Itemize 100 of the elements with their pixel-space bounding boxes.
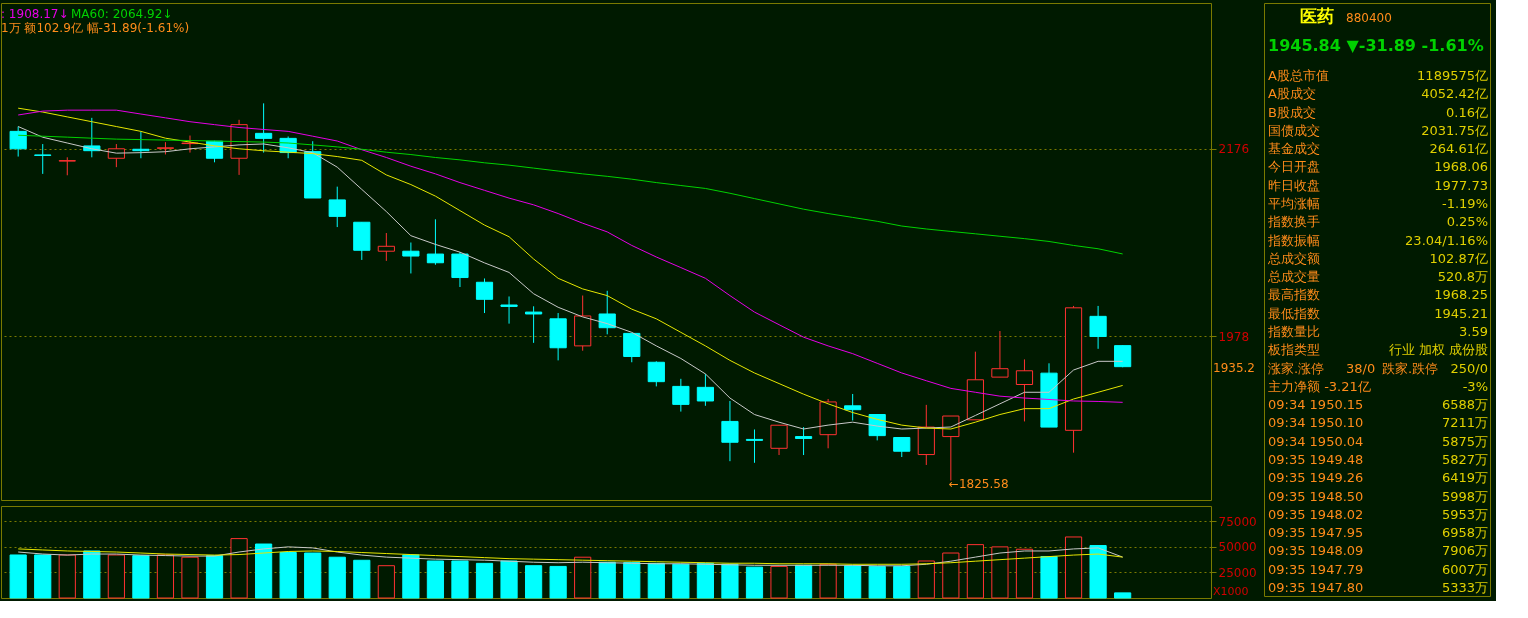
candlestick xyxy=(745,428,764,464)
bar xyxy=(353,559,371,599)
text: 指数量比 3.59 xyxy=(1268,324,1488,339)
text: 今日开盘 1968.06 xyxy=(1268,159,1488,175)
annotation: : 1908.17↓ xyxy=(1,7,69,21)
text: 医药 xyxy=(1300,6,1334,26)
text: 平均涨幅 -1.19% xyxy=(1268,196,1488,211)
bar xyxy=(279,552,297,599)
text: 1945.84 ▼-31.89 -1.61% xyxy=(1268,36,1484,55)
bar xyxy=(844,565,862,599)
candlestick xyxy=(451,251,469,288)
bar xyxy=(721,563,739,599)
text: A股成交 4052.42亿 xyxy=(1268,86,1488,102)
text: 09:35 1947.79 6007万 xyxy=(1268,561,1488,577)
text: 总成交量 520.8万 xyxy=(1268,269,1488,285)
bar xyxy=(696,562,714,599)
text: 最高指数 1968.25 xyxy=(1268,287,1488,303)
y-tick-label: 50000 xyxy=(1218,540,1257,555)
text: 09:35 1949.26 6419万 xyxy=(1268,470,1488,486)
bar xyxy=(623,562,641,599)
bar xyxy=(525,565,543,599)
text: 指数换手 0.25% xyxy=(1268,214,1488,230)
y-tick-label: 1978 xyxy=(1218,329,1250,344)
candlestick xyxy=(794,426,813,456)
candlestick xyxy=(181,135,199,154)
text: 09:34 1950.15 6588万 xyxy=(1268,397,1488,413)
text: 09:35 1948.50 5998万 xyxy=(1268,488,1488,504)
bar xyxy=(1089,545,1107,599)
y-tick-label: 75000 xyxy=(1218,514,1257,529)
text: 昨日收盘 1977.73 xyxy=(1268,177,1488,193)
bar xyxy=(549,565,567,599)
y-tick-label: 2176 xyxy=(1218,142,1250,157)
bar xyxy=(205,555,224,599)
bar xyxy=(255,543,273,599)
candlestick xyxy=(647,360,665,387)
text: 国债成交 2031.75亿 xyxy=(1268,122,1488,138)
bar xyxy=(1114,592,1132,599)
bar xyxy=(402,554,420,599)
candlestick xyxy=(770,424,788,456)
candlestick xyxy=(475,277,494,314)
text: 880400 xyxy=(1346,11,1392,25)
bar xyxy=(83,550,101,599)
text: 09:34 1950.04 5875万 xyxy=(1268,433,1488,449)
candlestick xyxy=(991,330,1009,378)
candlestick xyxy=(255,102,273,154)
text: 总成交额 102.87亿 xyxy=(1268,250,1488,266)
candlestick xyxy=(721,400,739,462)
bar xyxy=(745,566,764,599)
bar xyxy=(500,560,518,599)
text: 09:35 1949.48 5827万 xyxy=(1268,452,1488,467)
candlestick xyxy=(893,437,911,458)
candlestick xyxy=(402,242,420,274)
candlestick xyxy=(525,305,543,344)
bar xyxy=(598,561,616,599)
candlestick xyxy=(9,126,27,158)
candlestick xyxy=(598,290,616,335)
text: 09:35 1948.02 5953万 xyxy=(1268,506,1488,522)
text: 涨家.涨停 38/0 跌家.跌停 250/0 xyxy=(1268,360,1488,376)
bar xyxy=(451,560,469,599)
text: 09:35 1948.09 7906万 xyxy=(1268,543,1488,559)
candlestick xyxy=(623,332,641,363)
candlestick xyxy=(500,295,518,325)
candlestick xyxy=(34,143,52,175)
annotation: MA60: 2064.92↓ xyxy=(71,7,173,21)
candlestick xyxy=(328,186,346,228)
annotation: ←1825.58 xyxy=(948,476,1009,491)
candlestick xyxy=(1089,305,1107,350)
text: A股总市值 1189575亿 xyxy=(1268,68,1488,83)
bar xyxy=(328,556,346,599)
text: 最低指数 1945.21 xyxy=(1268,305,1488,321)
text: 指数振幅 23.04/1.16% xyxy=(1268,232,1488,248)
bar xyxy=(9,554,27,599)
text: 1935.2 xyxy=(1213,361,1255,376)
candlestick xyxy=(377,232,395,262)
bar xyxy=(132,555,150,599)
text: 09:34 1950.10 7211万 xyxy=(1268,415,1488,431)
text: 主力净额 -3.21亿 -3% xyxy=(1268,378,1488,394)
bar xyxy=(794,564,813,599)
candlestick xyxy=(672,378,690,413)
text: B股成交 0.16亿 xyxy=(1268,104,1488,120)
candlestick xyxy=(1015,358,1034,422)
y-tick-label: 25000 xyxy=(1218,565,1257,580)
bar xyxy=(475,562,494,599)
candlestick xyxy=(844,393,862,421)
text: 基金成交 264.61亿 xyxy=(1268,141,1488,157)
bar xyxy=(1040,556,1058,599)
text: X1000 xyxy=(1213,585,1249,598)
bar xyxy=(304,552,322,599)
bar xyxy=(893,565,911,599)
text: 09:35 1947.80 5333万 xyxy=(1268,580,1488,595)
bar xyxy=(426,560,445,599)
annotation: 1万 额102.9亿 幅-31.89(-1.61%) xyxy=(1,21,190,35)
text: 09:35 1947.95 6958万 xyxy=(1268,525,1488,541)
candlestick xyxy=(426,218,445,266)
bar xyxy=(647,562,665,599)
bar xyxy=(672,563,690,599)
candlestick xyxy=(696,373,714,407)
text: 板指类型 行业 加权 成份股 xyxy=(1268,342,1488,358)
bar xyxy=(868,565,886,599)
bar xyxy=(34,554,52,599)
